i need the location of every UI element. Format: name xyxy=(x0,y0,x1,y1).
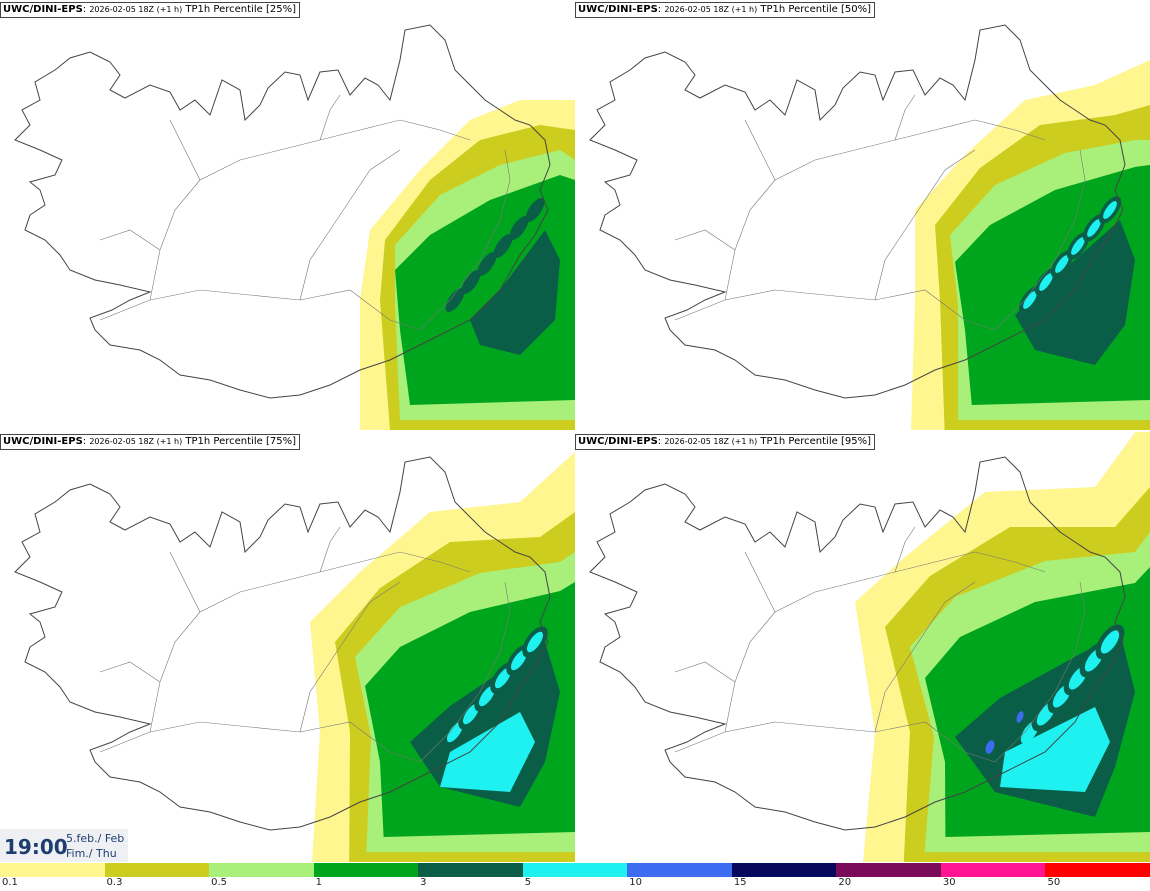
precip-band-3 xyxy=(461,270,481,294)
road xyxy=(724,551,1046,733)
road xyxy=(319,94,341,141)
road xyxy=(99,661,161,683)
road xyxy=(894,94,916,141)
valid-day: Fim./ Thu xyxy=(66,847,117,860)
road xyxy=(744,551,776,613)
legend-tick-label: 0.3 xyxy=(106,877,123,888)
coastline xyxy=(14,456,551,831)
legend-tick-label: 0.5 xyxy=(211,877,227,888)
road xyxy=(674,721,996,763)
precip-band-5 xyxy=(1087,219,1101,237)
coastline xyxy=(589,456,1126,831)
precip-band-3 xyxy=(525,198,545,222)
precip-band-3 xyxy=(509,216,529,240)
road xyxy=(674,289,996,331)
map-panel-p95: UWC/DINI-EPS: 2026-02-05 18Z (+1 h) TP1h… xyxy=(575,432,1150,862)
road xyxy=(994,149,1086,331)
precip-band-5 xyxy=(446,721,464,743)
precip-band-5 xyxy=(1023,291,1037,309)
precip-area-10 xyxy=(985,740,995,754)
legend-tick-label: 10 xyxy=(629,877,642,888)
road xyxy=(994,581,1086,763)
legend-tick-label: 0.1 xyxy=(2,877,18,888)
road xyxy=(724,119,1046,301)
precip-area-10 xyxy=(1016,711,1024,723)
legend-swatch xyxy=(940,863,1046,877)
coastline xyxy=(589,24,1126,399)
legend-tick-label: 3 xyxy=(420,877,427,888)
legend-tick-label: 15 xyxy=(733,877,747,888)
road xyxy=(99,721,421,763)
panel-title: UWC/DINI-EPS: 2026-02-05 18Z (+1 h) TP1h… xyxy=(0,434,300,450)
road xyxy=(894,526,916,573)
valid-date: 5.feb./ Feb xyxy=(66,832,125,845)
map-panel-p50: UWC/DINI-EPS: 2026-02-05 18Z (+1 h) TP1h… xyxy=(575,0,1150,430)
legend-tick-label: 5 xyxy=(524,877,532,888)
precip-band-3 xyxy=(477,252,497,276)
valid-time: 19:00 xyxy=(4,835,68,859)
map-panel-p75: UWC/DINI-EPS: 2026-02-05 18Z (+1 h) TP1h… xyxy=(0,432,575,862)
legend-swatch xyxy=(0,863,105,877)
precip-area-3 xyxy=(470,230,560,355)
road xyxy=(419,149,511,331)
legend-swatch xyxy=(418,863,523,877)
valid-time-box: 19:00 5.feb./ Feb Fim./ Thu xyxy=(0,829,128,862)
legend-swatch xyxy=(627,863,732,877)
road xyxy=(169,551,201,613)
road xyxy=(149,551,471,733)
precip-area-5 xyxy=(1000,707,1110,792)
road xyxy=(744,119,776,181)
precip-band-3 xyxy=(445,288,465,312)
precip-band-5 xyxy=(1039,273,1053,291)
precip-band-5 xyxy=(478,685,496,707)
legend-swatch xyxy=(1045,863,1150,877)
legend-tick-label: 1 xyxy=(315,877,322,888)
precipitation-map xyxy=(14,452,575,862)
legend-swatch xyxy=(836,863,941,877)
road xyxy=(874,581,976,733)
road xyxy=(299,581,401,733)
legend-tick-label: 20 xyxy=(838,877,852,888)
precip-band-5 xyxy=(462,703,480,725)
legend-tick-label: 50 xyxy=(1047,877,1061,888)
precip-band-5 xyxy=(510,649,528,671)
panel-title: UWC/DINI-EPS: 2026-02-05 18Z (+1 h) TP1h… xyxy=(575,434,875,450)
precip-band-5 xyxy=(526,631,544,653)
legend-swatch xyxy=(313,863,419,877)
precip-area-5 xyxy=(440,712,535,792)
precip-band-5 xyxy=(1071,237,1085,255)
road xyxy=(319,526,341,573)
precipitation-map xyxy=(589,432,1150,862)
precip-area-3 xyxy=(1015,220,1135,365)
precip-band-5 xyxy=(494,667,512,689)
precip-band-3 xyxy=(493,234,513,258)
precipitation-map xyxy=(589,24,1150,430)
panel-title: UWC/DINI-EPS: 2026-02-05 18Z (+1 h) TP1h… xyxy=(575,2,875,18)
legend-ticks: 0.1 0.3 0.5 1 3 5 10 15 20 30 50 xyxy=(0,877,1150,891)
road xyxy=(674,229,736,251)
road xyxy=(674,661,736,683)
precipitation-map xyxy=(14,24,575,430)
precip-band-5 xyxy=(1055,255,1069,273)
panel-title: UWC/DINI-EPS: 2026-02-05 18Z (+1 h) TP1h… xyxy=(0,2,300,18)
legend-swatch xyxy=(104,863,210,877)
road xyxy=(419,581,511,763)
legend-swatch xyxy=(731,863,837,877)
road xyxy=(169,119,201,181)
legend-tick-label: 30 xyxy=(942,877,956,888)
road xyxy=(299,149,401,301)
road xyxy=(874,149,976,301)
legend-colorbar xyxy=(0,863,1150,877)
legend-swatch xyxy=(522,863,628,877)
coastline xyxy=(14,24,551,399)
road xyxy=(99,289,421,331)
road xyxy=(149,119,471,301)
road xyxy=(99,229,161,251)
map-panel-p25: UWC/DINI-EPS: 2026-02-05 18Z (+1 h) TP1h… xyxy=(0,0,575,430)
precip-area-1 xyxy=(395,175,575,405)
precip-band-5 xyxy=(1103,201,1117,219)
precip-band-5 xyxy=(1100,630,1120,654)
legend-swatch xyxy=(209,863,314,877)
